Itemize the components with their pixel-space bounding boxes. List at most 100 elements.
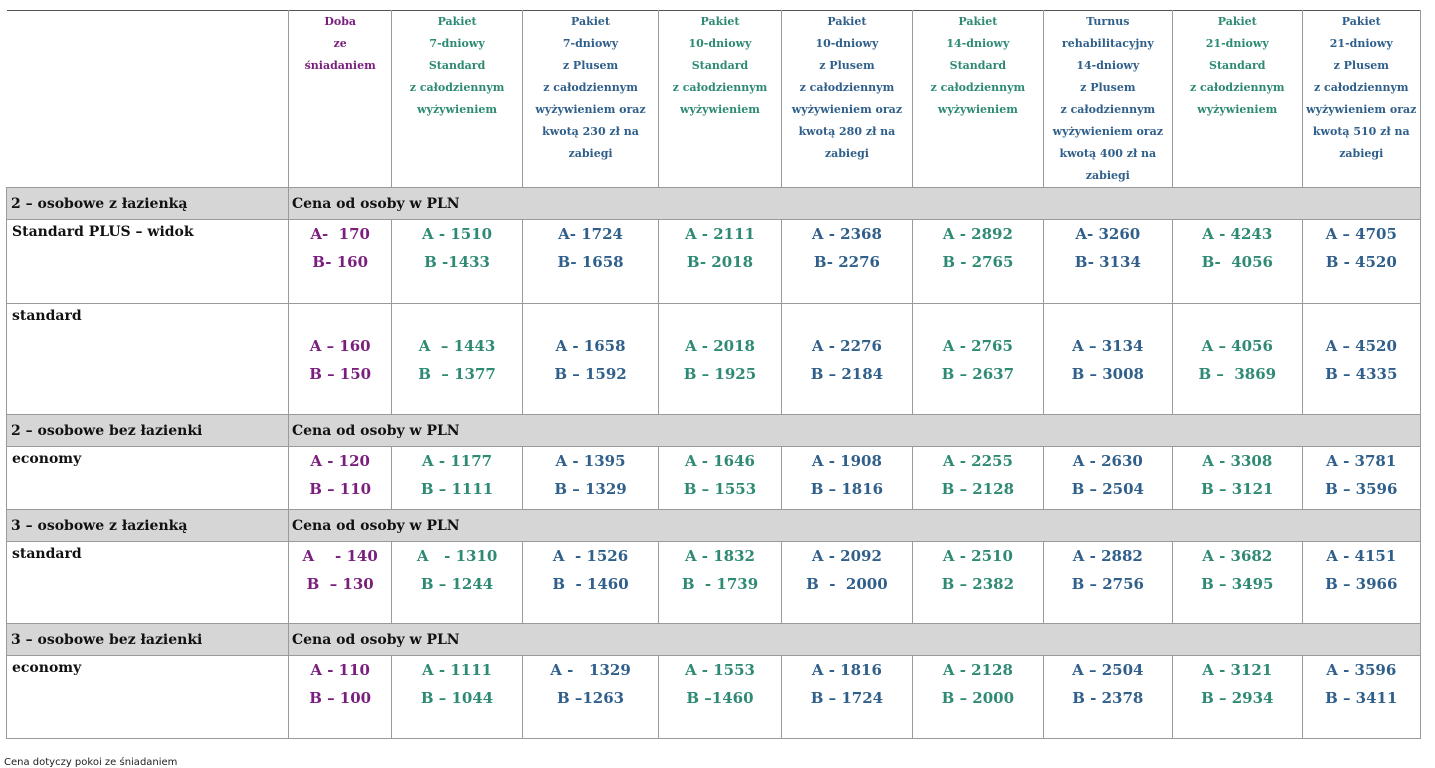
column-header-line: zabiegi (824, 147, 869, 160)
price-cell: A - 3121 B – 2934 (1172, 655, 1303, 739)
section-header-row: 3 – osobowe z łazienką Cena od osoby w PL… (6, 509, 1422, 542)
section-title: 3 – osobowe bez łazienki (6, 623, 289, 656)
column-header-line: Doba (324, 15, 357, 28)
section-title: 2 – osobowe z łazienką (6, 187, 289, 220)
price-variant-a: A - 2128 (942, 661, 1013, 679)
price-variant-b: B – 3121 (1201, 480, 1274, 498)
section-header-row: 2 – osobowe bez łazienki Cena od osoby w … (6, 414, 1422, 447)
price-variant-a: A – 4056 (1201, 337, 1273, 355)
room-type-label: standard (6, 303, 289, 415)
price-variant-b: B – 2637 (941, 365, 1015, 383)
column-header-line: Pakiet (1341, 15, 1381, 28)
price-variant-b: B- 1658 (557, 253, 624, 271)
column-header-line: z Plusem (1080, 81, 1136, 94)
price-cell: A - 1658 B – 1592 (521, 303, 660, 415)
price-variant-a: A - 1646 (684, 452, 755, 470)
price-row: economy A - 120 B – 110 A - 1177 B – 1111 A -… (6, 446, 1421, 510)
price-variant-b: B - 1460 (552, 575, 629, 593)
column-header-line: Standard (1209, 59, 1266, 72)
price-variant-b: B – 3411 (1325, 689, 1398, 707)
column-header-9: Pakiet 21-dniowy z Plusem z całodziennym wyż… (1301, 10, 1421, 188)
price-variant-a: A - 4243 (1202, 225, 1273, 243)
section-title: 3 – osobowe z łazienką (6, 509, 289, 542)
price-variant-a: A - 2510 (942, 547, 1013, 565)
column-header-line: Pakiet (827, 15, 867, 28)
price-variant-a: A - 120 (310, 452, 370, 470)
column-header-line: 21-dniowy (1329, 37, 1393, 50)
price-cell: A - 2128 B – 2000 (912, 655, 1044, 739)
price-variant-a: A - 140 (302, 547, 378, 565)
column-header-line: Turnus (1086, 15, 1130, 28)
price-variant-b: B – 2934 (1201, 689, 1274, 707)
column-header-line: 14-dniowy (1076, 59, 1140, 72)
price-variant-b: B – 1111 (420, 480, 494, 498)
price-cell: A – 3134 B – 3008 (1042, 303, 1174, 415)
price-variant-b: B - 4520 (1325, 253, 1397, 271)
price-variant-a: A – 4520 (1325, 337, 1397, 355)
price-cell: A - 110 B – 100 (287, 655, 393, 739)
price-variant-a: A - 2111 (684, 225, 755, 243)
column-header-line: 14-dniowy (946, 37, 1010, 50)
price-cell: A - 4151 B – 3966 (1301, 541, 1421, 624)
price-cell: A - 2255 B – 2128 (912, 446, 1044, 510)
column-header-2: Pakiet 7-dniowy Standard z całodziennym wyży… (391, 10, 523, 188)
column-header-1: Doba ze śniadaniem (287, 10, 393, 188)
price-cell: A – 4056 B – 3869 (1172, 303, 1303, 415)
column-header-line: kwotą 510 zł na (1312, 125, 1410, 138)
price-variant-b: B - 2000 (806, 575, 888, 593)
column-header-line: Standard (428, 59, 486, 72)
price-variant-a: A - 1510 (422, 225, 493, 243)
price-cell: A- 1724 B- 1658 (521, 219, 660, 304)
price-variant-a: A - 1658 (555, 337, 626, 355)
price-variant-b: B – 110 (309, 480, 372, 498)
price-variant-b: B – 1925 (683, 365, 757, 383)
price-variant-a: A – 1443 (418, 337, 496, 355)
price-cell: A- 3260 B- 3134 (1042, 219, 1174, 304)
price-variant-b: B- 4056 (1201, 253, 1273, 271)
price-variant-b: B – 1044 (420, 689, 494, 707)
price-cell: A - 1646 B – 1553 (658, 446, 782, 510)
price-variant-a: A- 3260 (1075, 225, 1141, 243)
price-cell: A - 1395 B – 1329 (521, 446, 660, 510)
price-cell: A - 3596 B – 3411 (1301, 655, 1421, 739)
price-row: economy A - 110 B – 100 A - 1111 B – 1044 A -… (6, 655, 1421, 739)
column-header-line: wyżywieniem oraz (1306, 103, 1417, 116)
column-header-line: wyżywieniem (679, 103, 760, 116)
column-header-line: z Plusem (819, 59, 875, 72)
price-cell: A - 2368 B- 2276 (780, 219, 914, 304)
section-title: 2 – osobowe bez łazienki (6, 414, 289, 447)
price-variant-a: A - 1832 (684, 547, 755, 565)
price-cell: A - 1553 B –1460 (658, 655, 782, 739)
price-variant-b: B – 2756 (1071, 575, 1144, 593)
column-header-line: z całodziennym (543, 81, 638, 94)
column-header-line: z całodziennym (1313, 81, 1409, 94)
price-cell: A - 2092 B - 2000 (780, 541, 914, 624)
price-cell: A - 140 B – 130 (287, 541, 393, 624)
price-cell: A - 2111 B- 2018 (658, 219, 782, 304)
price-variant-b: B – 1816 (810, 480, 884, 498)
price-variant-b: B – 1724 (810, 689, 884, 707)
price-variant-a: A - 2882 (1072, 547, 1143, 565)
price-variant-a: A - 110 (310, 661, 370, 679)
price-variant-b: B- 3134 (1074, 253, 1141, 271)
price-cell: A - 2892 B - 2765 (912, 219, 1044, 304)
price-variant-b: B- 160 (312, 253, 369, 271)
price-cell: A - 2630 B – 2504 (1042, 446, 1174, 510)
price-cell: A - 3308 B – 3121 (1172, 446, 1303, 510)
column-header-line: z Plusem (562, 59, 619, 72)
price-cell: A – 2504 B - 2378 (1042, 655, 1174, 739)
section-price-note: Cena od osoby w PLN (287, 187, 1422, 220)
column-header-line: Pakiet (571, 15, 611, 28)
price-cell: A – 1443 B – 1377 (391, 303, 523, 415)
price-variant-b: B – 1244 (420, 575, 494, 593)
price-cell: A- 170 B- 160 (287, 219, 393, 304)
price-variant-a: A - 2276 (811, 337, 882, 355)
room-type-label: Standard PLUS – widok (6, 219, 289, 304)
price-variant-b: B – 3596 (1325, 480, 1398, 498)
footnote: Cena dotyczy pokoi ze śniadaniem (4, 757, 178, 768)
price-variant-a: A - 1111 (422, 661, 493, 679)
column-header-line: ze (333, 37, 347, 50)
price-cell: A - 1832 B - 1739 (658, 541, 782, 624)
price-variant-a: A - 3121 (1202, 661, 1273, 679)
price-cell: A - 2882 B – 2756 (1042, 541, 1174, 624)
